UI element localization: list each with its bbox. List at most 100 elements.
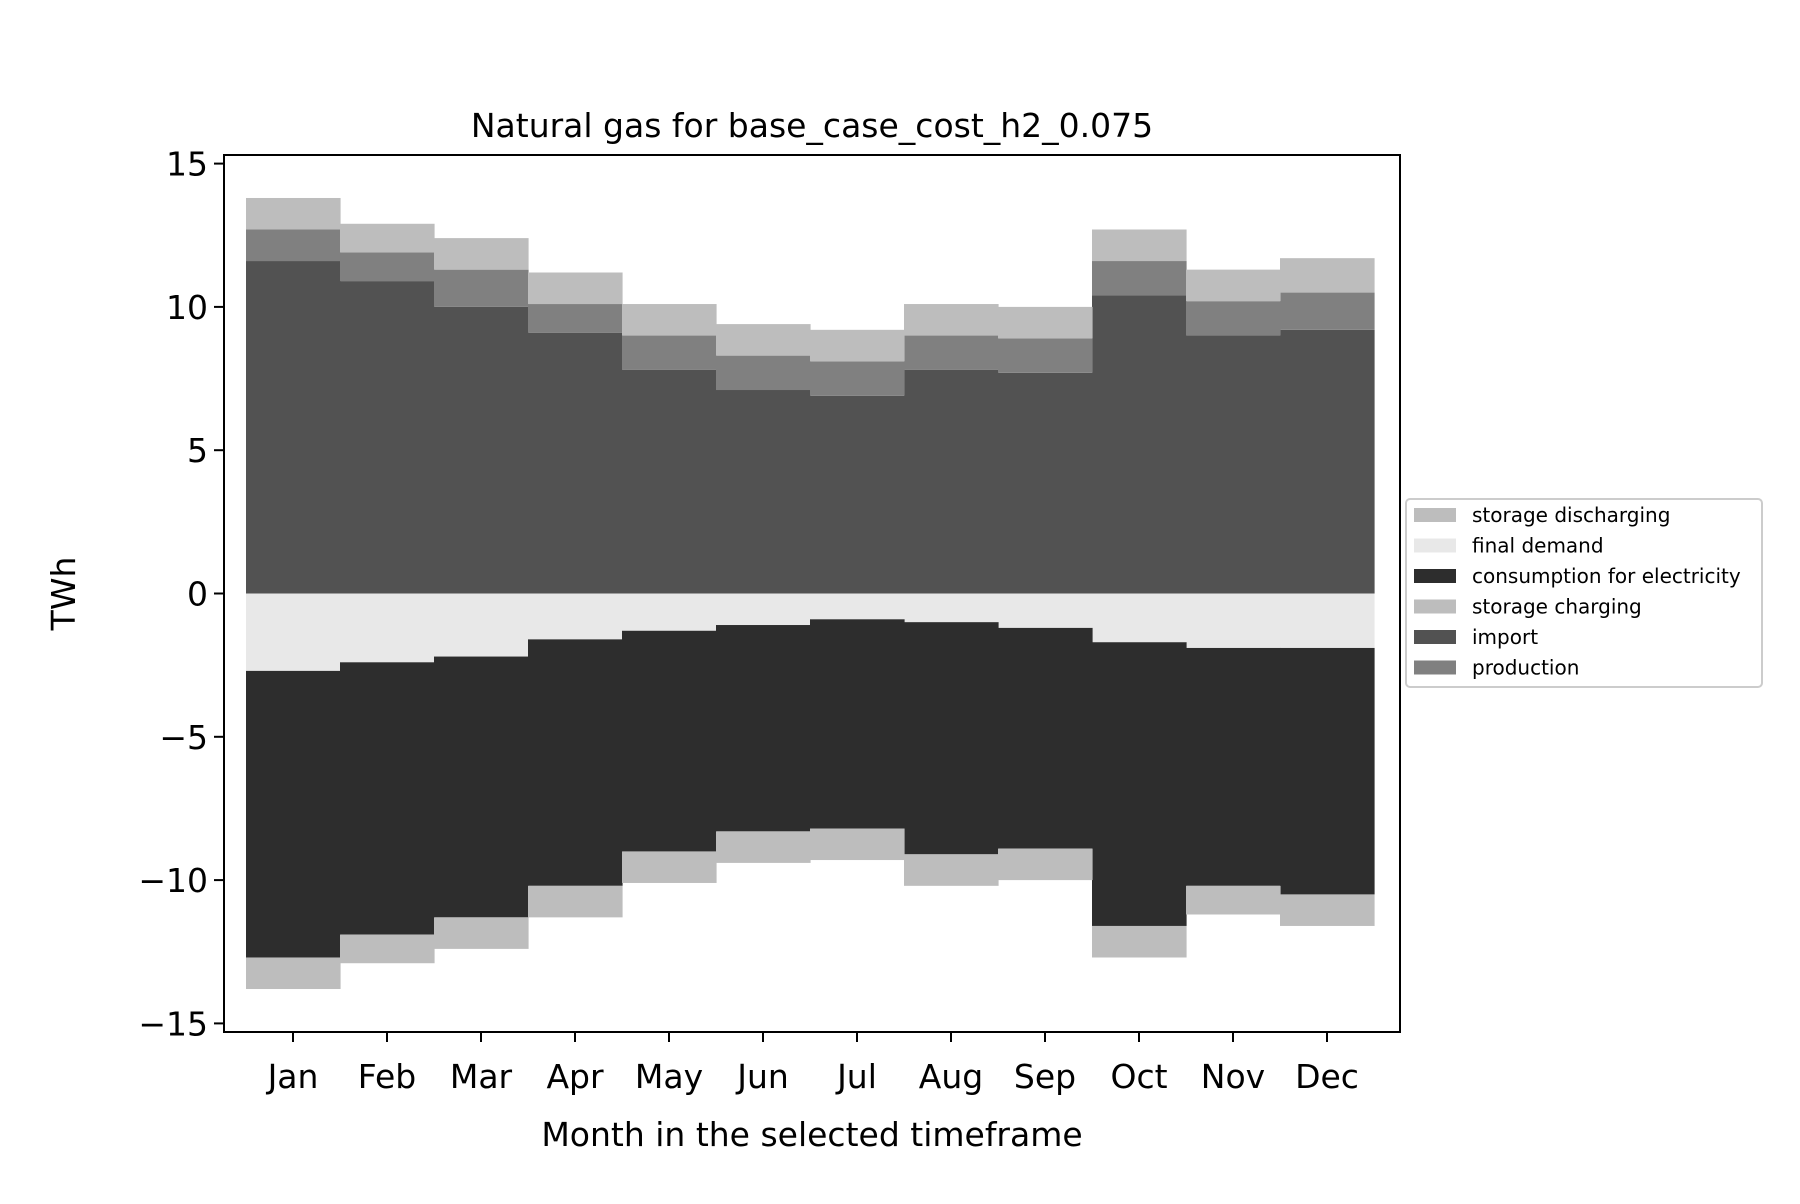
bar-production-mar <box>434 269 529 307</box>
bar-final-demand-oct <box>1092 593 1187 643</box>
y-axis-label: TWh <box>44 557 83 632</box>
bar-consumption-for-electricity-nov <box>1186 647 1281 886</box>
bar-storage-discharging-aug <box>904 304 999 336</box>
bar-final-demand-apr <box>528 593 623 640</box>
bar-production-nov <box>1186 301 1281 336</box>
bar-production-jul <box>810 361 905 396</box>
x-axis: Jan Feb Mar Apr May Jun Jul Aug Sep Oct Nov Dec <box>266 1032 1359 1096</box>
bar-final-demand-jun <box>716 593 811 626</box>
bar-storage-discharging-mar <box>434 238 529 270</box>
bar-consumption-for-electricity-jul <box>810 619 905 829</box>
x-axis-label: Month in the selected timeframe <box>541 1115 1082 1154</box>
bar-production-aug <box>904 335 999 370</box>
bar-storage-charging-dec <box>1280 894 1375 926</box>
x-tick-label: Dec <box>1295 1057 1359 1096</box>
bar-storage-charging-jan <box>246 957 341 990</box>
bar-storage-charging-jun <box>716 831 811 863</box>
bar-production-jun <box>716 355 811 391</box>
x-tick-label: Sep <box>1014 1057 1076 1096</box>
legend-label-import: import <box>1472 625 1538 649</box>
bar-import-nov <box>1186 335 1281 594</box>
bar-storage-charging-sep <box>998 848 1093 881</box>
bar-storage-discharging-apr <box>528 272 623 305</box>
bar-final-demand-feb <box>340 593 435 663</box>
legend-label-production: production <box>1472 656 1579 680</box>
bar-import-jun <box>716 390 811 594</box>
x-tick-label: May <box>635 1057 703 1096</box>
y-tick-label: 10 <box>166 288 208 327</box>
x-tick-label: Aug <box>919 1057 983 1096</box>
bar-production-dec <box>1280 292 1375 330</box>
x-tick-label: Jan <box>266 1057 319 1096</box>
x-tick-label: Nov <box>1201 1057 1265 1096</box>
legend: storage discharging final demand consumpti… <box>1405 498 1763 688</box>
bar-production-may <box>622 335 717 370</box>
bar-storage-discharging-oct <box>1092 229 1187 262</box>
bar-storage-charging-jul <box>810 828 905 861</box>
x-tick-label: Apr <box>546 1057 604 1096</box>
bar-storage-discharging-nov <box>1186 269 1281 302</box>
bar-consumption-for-electricity-aug <box>904 622 999 855</box>
legend-swatch-import <box>1414 630 1456 644</box>
bar-storage-charging-oct <box>1092 925 1187 958</box>
y-tick-label: −15 <box>138 1004 208 1043</box>
legend-swatch-production <box>1414 660 1456 675</box>
y-tick-label: −10 <box>138 861 208 900</box>
bar-storage-discharging-jun <box>716 324 811 356</box>
legend-swatch-consumption-for-electricity <box>1414 569 1456 583</box>
bar-production-jan <box>246 229 341 262</box>
y-tick-label: −5 <box>159 718 208 757</box>
y-tick-label: 5 <box>187 431 208 470</box>
legend-swatch-final-demand <box>1414 538 1456 553</box>
bar-storage-charging-mar <box>434 917 529 949</box>
bar-production-apr <box>528 304 623 333</box>
chart-title: Natural gas for base_case_cost_h2_0.075 <box>471 106 1153 145</box>
bar-consumption-for-electricity-jan <box>246 670 341 958</box>
bar-storage-discharging-dec <box>1280 258 1375 293</box>
bar-consumption-for-electricity-may <box>622 630 717 852</box>
bar-storage-charging-may <box>622 851 717 883</box>
bar-final-demand-jan <box>246 593 341 671</box>
bar-storage-charging-nov <box>1186 885 1281 915</box>
bar-import-jul <box>810 395 905 594</box>
bar-production-sep <box>998 338 1093 373</box>
bar-import-jan <box>246 261 341 594</box>
bar-consumption-for-electricity-mar <box>434 656 529 918</box>
bar-consumption-for-electricity-sep <box>998 627 1093 849</box>
bar-import-mar <box>434 306 529 594</box>
legend-swatch-storage-charging <box>1414 599 1456 614</box>
bars-layer <box>246 197 1375 990</box>
bar-final-demand-sep <box>998 593 1093 628</box>
y-tick-label: 15 <box>166 145 208 184</box>
bar-storage-charging-apr <box>528 885 623 918</box>
bar-import-apr <box>528 332 623 594</box>
x-tick-label: Mar <box>450 1057 513 1096</box>
bar-final-demand-dec <box>1280 593 1375 648</box>
bar-consumption-for-electricity-dec <box>1280 647 1375 895</box>
x-tick-label: Jun <box>735 1057 789 1096</box>
x-tick-label: Oct <box>1110 1057 1167 1096</box>
bar-storage-discharging-may <box>622 304 717 336</box>
bar-import-aug <box>904 369 999 594</box>
bar-consumption-for-electricity-feb <box>340 662 435 935</box>
x-tick-label: Feb <box>358 1057 416 1096</box>
bar-consumption-for-electricity-apr <box>528 639 623 886</box>
bar-final-demand-mar <box>434 593 529 657</box>
y-tick-label: 0 <box>187 575 208 614</box>
bar-final-demand-nov <box>1186 593 1281 648</box>
bar-import-may <box>622 369 717 594</box>
bar-production-oct <box>1092 261 1187 296</box>
bar-storage-discharging-sep <box>998 306 1093 339</box>
bar-storage-discharging-jan <box>246 197 341 230</box>
bar-storage-discharging-jul <box>810 329 905 362</box>
legend-label-storage-discharging: storage discharging <box>1472 503 1670 527</box>
y-axis: 15 10 5 0 −5 −10 −15 <box>138 145 224 1043</box>
bar-final-demand-jul <box>810 593 905 620</box>
bar-import-sep <box>998 372 1093 594</box>
legend-box <box>1405 498 1763 688</box>
legend-swatch-storage-discharging <box>1414 508 1456 522</box>
bar-production-feb <box>340 252 435 282</box>
legend-label-storage-charging: storage charging <box>1472 595 1642 619</box>
